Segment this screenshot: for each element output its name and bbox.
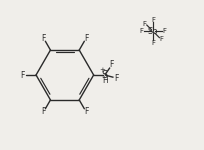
Text: F: F: [142, 21, 146, 27]
Text: F: F: [20, 70, 25, 80]
Text: F: F: [41, 107, 46, 116]
Text: H: H: [102, 76, 108, 85]
Text: F: F: [84, 107, 88, 116]
Text: F: F: [151, 40, 155, 46]
Text: +: +: [99, 67, 105, 73]
Text: F: F: [160, 36, 164, 42]
Text: S: S: [102, 70, 108, 80]
Text: F: F: [41, 34, 46, 43]
Text: F: F: [115, 74, 119, 83]
Text: F: F: [140, 28, 144, 34]
Text: F: F: [110, 60, 114, 69]
Text: F: F: [84, 34, 88, 43]
Text: F: F: [151, 17, 155, 23]
Text: F: F: [162, 28, 166, 34]
Text: Sb: Sb: [148, 27, 158, 36]
